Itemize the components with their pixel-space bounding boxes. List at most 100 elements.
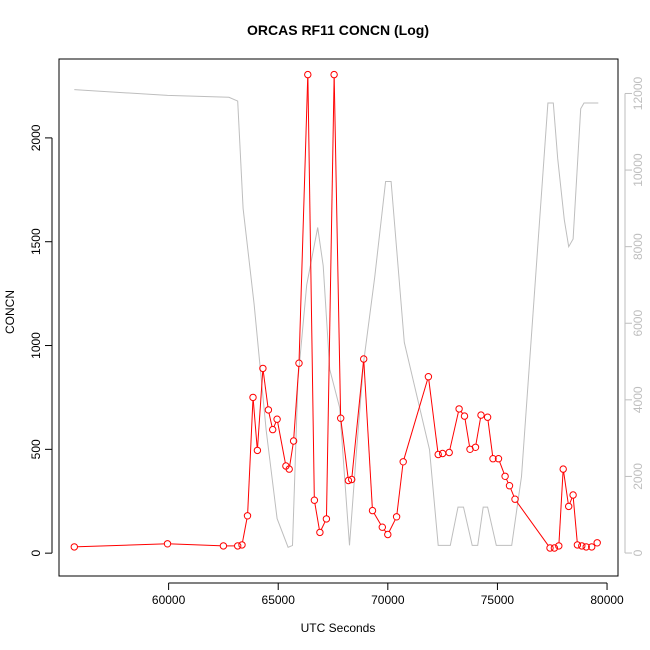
y2-tick-label: 8000 <box>631 233 645 260</box>
plot-frame <box>58 58 619 577</box>
series-segment <box>273 422 277 427</box>
data-point <box>392 513 401 521</box>
x-tick-label: 70000 <box>371 593 405 607</box>
data-point <box>285 465 293 473</box>
series-segment <box>289 444 294 466</box>
series-segment <box>563 472 569 504</box>
series-segment <box>499 461 505 474</box>
data-point <box>384 530 392 539</box>
series-segment <box>510 488 515 497</box>
data-point <box>344 476 353 485</box>
data-point <box>269 425 277 434</box>
x-axis: 60000 65000 70000 75000 80000 <box>152 582 624 607</box>
data-point <box>445 448 453 457</box>
x-tick-label: 65000 <box>262 593 296 607</box>
data-point <box>593 539 601 547</box>
y-tick-label: 0 <box>29 550 43 557</box>
data-point <box>555 542 563 550</box>
y-tick-label: 1000 <box>29 332 43 359</box>
series-segment <box>449 411 459 450</box>
data-point <box>460 412 469 420</box>
series-segment <box>428 379 439 452</box>
data-point <box>455 405 463 413</box>
y-axis-label: CONCN <box>3 290 17 334</box>
data-point <box>378 523 386 531</box>
series-segment <box>475 418 481 445</box>
data-point <box>243 512 252 520</box>
series-segment <box>373 513 382 525</box>
chart-title: ORCAS RF11 CONCN (Log) <box>247 22 429 38</box>
data-point <box>264 406 273 414</box>
data-point <box>70 543 79 551</box>
data-point <box>511 495 519 503</box>
y2-tick-label: 0 <box>631 549 645 556</box>
data-point <box>399 458 407 466</box>
series-segment <box>77 543 165 548</box>
data-point <box>559 465 567 473</box>
series-segment <box>558 472 564 543</box>
series-segment <box>247 400 254 513</box>
data-point <box>322 515 331 523</box>
y2-tick-label: 4000 <box>631 386 645 413</box>
series-segment <box>320 521 326 530</box>
data-point <box>259 364 267 373</box>
data-point <box>434 450 442 459</box>
series-segment <box>333 77 342 416</box>
data-point <box>249 393 257 402</box>
y-tick-label: 2000 <box>29 124 43 151</box>
data-point <box>565 502 573 511</box>
data-point <box>234 542 242 550</box>
y2-tick-label: 6000 <box>631 310 645 337</box>
series-segment <box>268 412 273 427</box>
data-point <box>471 443 480 451</box>
series-segment <box>506 478 509 484</box>
data-point <box>289 437 298 445</box>
series-segment <box>277 422 286 463</box>
series-segment <box>170 543 221 547</box>
series-segment <box>363 362 373 508</box>
series-segment <box>262 371 269 407</box>
data-point <box>330 70 338 79</box>
series-segment <box>487 420 494 456</box>
data-point <box>501 472 509 480</box>
y-tick-label: 1500 <box>29 228 43 255</box>
series-segment <box>293 366 300 438</box>
data-point <box>368 506 377 515</box>
data-point <box>163 540 172 548</box>
data-point <box>489 455 497 463</box>
data-point <box>582 543 590 551</box>
y-tick-label: 500 <box>29 439 43 459</box>
data-point <box>337 414 345 422</box>
x-tick-label: 80000 <box>590 593 624 607</box>
series-segment <box>572 498 578 542</box>
data-point <box>310 496 319 504</box>
series-segment <box>516 501 549 546</box>
y2-tick-label: 10000 <box>631 153 645 187</box>
series-segment <box>569 497 573 504</box>
data-point <box>273 415 281 423</box>
data-point <box>477 411 485 419</box>
data-point <box>304 70 312 79</box>
data-point <box>494 455 503 463</box>
data-point <box>316 528 324 537</box>
x-tick-label: 75000 <box>481 593 515 607</box>
data-point <box>588 543 596 551</box>
series-segment <box>351 362 364 477</box>
series-segment <box>403 379 428 459</box>
data-point <box>238 541 246 549</box>
series-segment <box>242 518 248 542</box>
series-layer <box>70 70 601 552</box>
data-point <box>550 544 559 552</box>
data-point <box>546 544 554 552</box>
series-segment <box>257 371 264 448</box>
data-point <box>295 359 303 367</box>
y-axis-left: 0 500 1000 1500 2000 <box>29 124 53 557</box>
series-segment <box>326 77 335 516</box>
data-point <box>219 542 228 550</box>
series-segment <box>314 503 320 530</box>
series-segment <box>252 400 258 448</box>
x-axis-label: UTC Seconds <box>301 621 376 635</box>
data-point <box>360 355 368 363</box>
